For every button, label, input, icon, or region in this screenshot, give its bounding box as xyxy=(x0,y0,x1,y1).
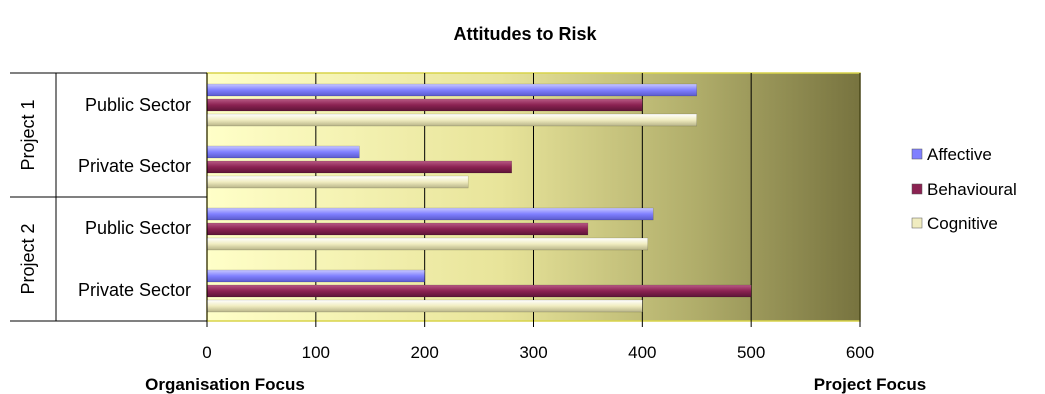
bar-cognitive xyxy=(206,237,649,251)
bar-cognitive xyxy=(206,299,643,313)
legend-swatch-behavioural xyxy=(911,183,923,195)
bar-behavioural xyxy=(206,222,589,236)
x-tick-label: 400 xyxy=(628,343,656,362)
category-label: Public Sector xyxy=(85,218,191,238)
bar-affective xyxy=(206,83,697,97)
bar-behavioural xyxy=(206,284,752,298)
group-labels: Project 1 Project 2 xyxy=(18,99,38,294)
x-tick-label: 0 xyxy=(202,343,211,362)
group-label: Project 2 xyxy=(18,223,38,294)
legend: Affective Behavioural Cognitive xyxy=(911,145,1017,233)
category-label: Public Sector xyxy=(85,95,191,115)
category-labels: Public Sector Private Sector Public Sect… xyxy=(78,95,191,300)
bar-cognitive xyxy=(206,113,697,127)
legend-swatch-cognitive xyxy=(911,217,923,229)
x-tick-label: 300 xyxy=(519,343,547,362)
legend-swatch-affective xyxy=(911,148,923,160)
category-label: Private Sector xyxy=(78,280,191,300)
x-tick-label: 500 xyxy=(737,343,765,362)
chart-title: Attitudes to Risk xyxy=(453,24,597,44)
bar-behavioural xyxy=(206,98,643,112)
group-label: Project 1 xyxy=(18,99,38,170)
category-label: Private Sector xyxy=(78,156,191,176)
x-axis-ticks: 0 100 200 300 400 500 600 xyxy=(202,343,874,362)
bar-affective xyxy=(206,207,654,221)
bar-behavioural xyxy=(206,160,512,174)
x-tick-label: 200 xyxy=(410,343,438,362)
x-axis-left-label: Organisation Focus xyxy=(145,375,305,394)
axis-labels xyxy=(10,72,208,327)
x-axis-right-label: Project Focus xyxy=(814,375,926,394)
bar-cognitive xyxy=(206,175,469,189)
legend-label: Behavioural xyxy=(927,180,1017,199)
x-tick-label: 100 xyxy=(302,343,330,362)
bars xyxy=(206,83,752,313)
bar-affective xyxy=(206,145,360,159)
x-tick-label: 600 xyxy=(846,343,874,362)
legend-label: Affective xyxy=(927,145,992,164)
bar-affective xyxy=(206,269,425,283)
legend-label: Cognitive xyxy=(927,214,998,233)
